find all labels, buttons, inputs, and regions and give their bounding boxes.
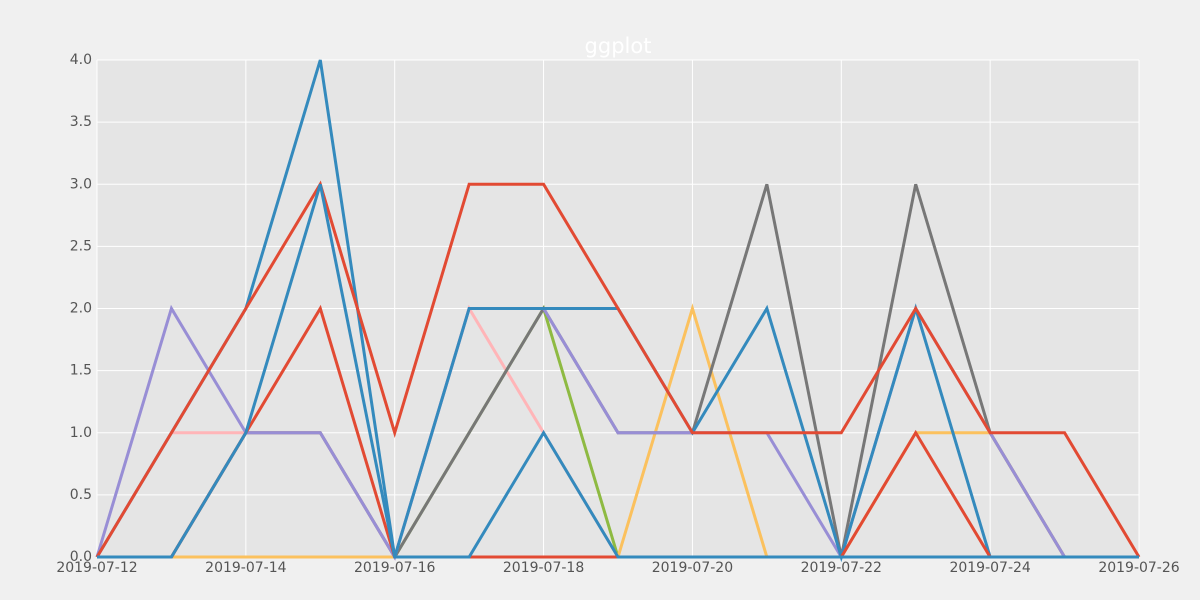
x-tick-label: 2019-07-12	[56, 560, 137, 576]
x-tick-label: 2019-07-20	[652, 560, 733, 576]
y-tick-label: 0.0	[70, 549, 92, 565]
x-tick-label: 2019-07-26	[1098, 560, 1179, 576]
y-tick-label: 0.5	[70, 487, 92, 503]
x-tick-label: 2019-07-16	[354, 560, 435, 576]
y-tick-label: 1.5	[70, 363, 92, 379]
line-series	[97, 183, 1139, 559]
chart-title: ggplot	[585, 34, 652, 58]
y-tick-label: 1.0	[70, 425, 92, 441]
y-tick-label: 2.0	[70, 301, 92, 317]
y-tick-label: 2.5	[70, 238, 92, 254]
x-tick-label: 2019-07-22	[801, 560, 882, 576]
line-series	[95, 180, 1141, 558]
y-tick-label: 4.0	[70, 52, 92, 68]
y-tick-label: 3.0	[70, 176, 92, 192]
x-tick-label: 2019-07-24	[949, 560, 1030, 576]
y-tick-label: 3.5	[70, 114, 92, 130]
x-tick-label: 2019-07-18	[503, 560, 584, 576]
x-tick-label: 2019-07-14	[205, 560, 286, 576]
